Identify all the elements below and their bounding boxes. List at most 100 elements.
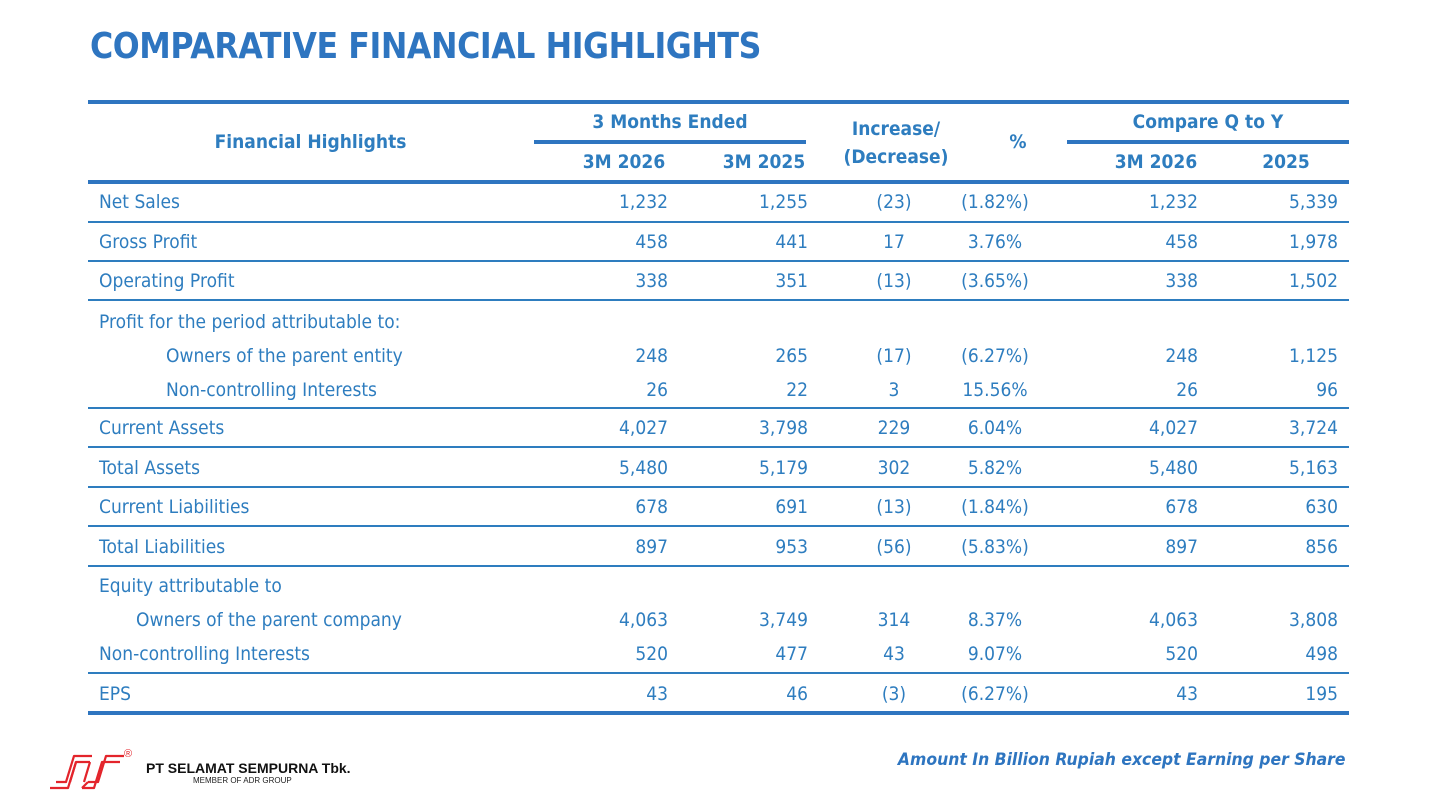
cell-3m-2025: 3,749 — [759, 609, 808, 631]
cell-percent: 5.82% — [967, 457, 1023, 479]
cell-3m-2025: 5,179 — [759, 457, 808, 479]
cell-3m-2026: 520 — [635, 643, 668, 665]
row-label: Net Sales — [99, 191, 180, 213]
cell-3m-2025: 1,255 — [759, 191, 808, 213]
cell-3m-2025: 46 — [786, 683, 808, 705]
row-label: Equity attributable to — [99, 575, 282, 597]
cell-3m-2026: 338 — [635, 270, 668, 292]
row-divider — [88, 446, 1349, 448]
cell-percent: 8.37% — [967, 609, 1023, 631]
cell-3m-2025: 3,798 — [759, 417, 808, 439]
cell-3m-2026: 4,063 — [619, 609, 668, 631]
cell-compare-3m-2026: 678 — [1165, 496, 1198, 518]
row-label: Owners of the parent entity — [166, 345, 403, 367]
table-row: Non-controlling Interests 26 22 3 15.56%… — [88, 373, 1349, 407]
cell-percent: 9.07% — [967, 643, 1023, 665]
cell-compare-3m-2026: 458 — [1165, 231, 1198, 253]
cell-3m-2026: 4,027 — [619, 417, 668, 439]
cell-change: (3) — [881, 683, 907, 705]
cell-compare-2025: 3,724 — [1289, 417, 1338, 439]
cell-3m-2025: 441 — [775, 231, 808, 253]
cell-3m-2026: 5,480 — [619, 457, 668, 479]
row-divider — [88, 407, 1349, 409]
row-label: EPS — [99, 683, 131, 705]
row-label: Profit for the period attributable to: — [99, 311, 401, 333]
cell-percent: (6.27%) — [961, 683, 1029, 705]
cell-3m-2025: 265 — [775, 345, 808, 367]
cell-compare-3m-2026: 897 — [1165, 536, 1198, 558]
cell-compare-3m-2026: 520 — [1165, 643, 1198, 665]
header-financial-highlights: Financial Highlights — [214, 131, 407, 153]
table-row: Non-controlling Interests 520 477 43 9.0… — [88, 637, 1349, 671]
table-section-heading: Equity attributable to — [88, 569, 1349, 603]
header-three-months-ended: 3 Months Ended — [592, 111, 748, 133]
table-row: Current Liabilities 678 691 (13) (1.84%)… — [88, 490, 1349, 524]
cell-3m-2025: 691 — [775, 496, 808, 518]
row-divider — [88, 221, 1349, 223]
row-divider — [88, 672, 1349, 674]
cell-compare-2025: 3,808 — [1289, 609, 1338, 631]
cell-change: 3 — [888, 379, 900, 401]
cell-3m-2025: 953 — [775, 536, 808, 558]
row-label: Total Liabilities — [99, 536, 226, 558]
header-bottom-rule — [88, 180, 1349, 184]
table-row: Net Sales 1,232 1,255 (23) (1.82%) 1,232… — [88, 185, 1349, 219]
cell-compare-2025: 1,502 — [1289, 270, 1338, 292]
cell-3m-2025: 477 — [775, 643, 808, 665]
row-label: Non-controlling Interests — [99, 643, 310, 665]
cell-percent: (1.84%) — [961, 496, 1029, 518]
cell-percent: (3.65%) — [961, 270, 1029, 292]
row-label: Gross Profit — [99, 231, 198, 253]
cell-3m-2026: 43 — [646, 683, 668, 705]
company-member-text: MEMBER OF ADR GROUP — [193, 776, 292, 785]
cell-change: (23) — [876, 191, 912, 213]
cell-3m-2026: 26 — [646, 379, 668, 401]
cell-change: 302 — [877, 457, 911, 479]
cell-compare-2025: 630 — [1305, 496, 1338, 518]
table-section-heading: Profit for the period attributable to: — [88, 305, 1349, 339]
cell-compare-3m-2026: 1,232 — [1149, 191, 1198, 213]
header-decrease: (Decrease) — [843, 146, 949, 168]
registered-mark: ® — [124, 748, 133, 760]
table-row: Total Assets 5,480 5,179 302 5.82% 5,480… — [88, 451, 1349, 485]
table-top-rule — [88, 100, 1349, 104]
row-divider — [88, 525, 1349, 527]
cell-change: 43 — [883, 643, 905, 665]
cell-percent: (5.83%) — [961, 536, 1029, 558]
cell-change: (13) — [876, 270, 912, 292]
row-divider — [88, 486, 1349, 488]
cell-compare-2025: 5,339 — [1289, 191, 1338, 213]
cell-compare-3m-2026: 43 — [1176, 683, 1198, 705]
table-row: Total Liabilities 897 953 (56) (5.83%) 8… — [88, 530, 1349, 564]
cell-3m-2026: 897 — [635, 536, 668, 558]
selamat-sempurna-logo-icon: ® — [48, 748, 138, 797]
table-bottom-rule — [88, 711, 1349, 715]
cell-3m-2026: 678 — [635, 496, 668, 518]
header-3m-2025: 3M 2025 — [722, 151, 806, 173]
table-row: Owners of the parent entity 248 265 (17)… — [88, 339, 1349, 373]
cell-compare-3m-2026: 4,027 — [1149, 417, 1198, 439]
table-row: Owners of the parent company 4,063 3,749… — [88, 603, 1349, 637]
row-label: Owners of the parent company — [136, 609, 402, 631]
cell-compare-3m-2026: 338 — [1165, 270, 1198, 292]
cell-compare-2025: 195 — [1305, 683, 1338, 705]
table-row: Operating Profit 338 351 (13) (3.65%) 33… — [88, 264, 1349, 298]
cell-change: 17 — [883, 231, 905, 253]
row-divider — [88, 565, 1349, 567]
row-divider — [88, 299, 1349, 301]
cell-percent: 6.04% — [967, 417, 1023, 439]
cell-compare-2025: 498 — [1305, 643, 1338, 665]
table-row: Current Assets 4,027 3,798 229 6.04% 4,0… — [88, 411, 1349, 445]
row-label: Non-controlling Interests — [166, 379, 377, 401]
cell-change: (56) — [876, 536, 912, 558]
cell-compare-2025: 1,125 — [1289, 345, 1338, 367]
cell-change: (17) — [876, 345, 912, 367]
cell-3m-2025: 351 — [775, 270, 808, 292]
cell-percent: 3.76% — [967, 231, 1023, 253]
row-label: Operating Profit — [99, 270, 235, 292]
row-label: Current Liabilities — [99, 496, 250, 518]
three-months-underline — [534, 140, 806, 144]
cell-percent: (1.82%) — [961, 191, 1029, 213]
cell-compare-3m-2026: 5,480 — [1149, 457, 1198, 479]
cell-3m-2026: 1,232 — [619, 191, 668, 213]
